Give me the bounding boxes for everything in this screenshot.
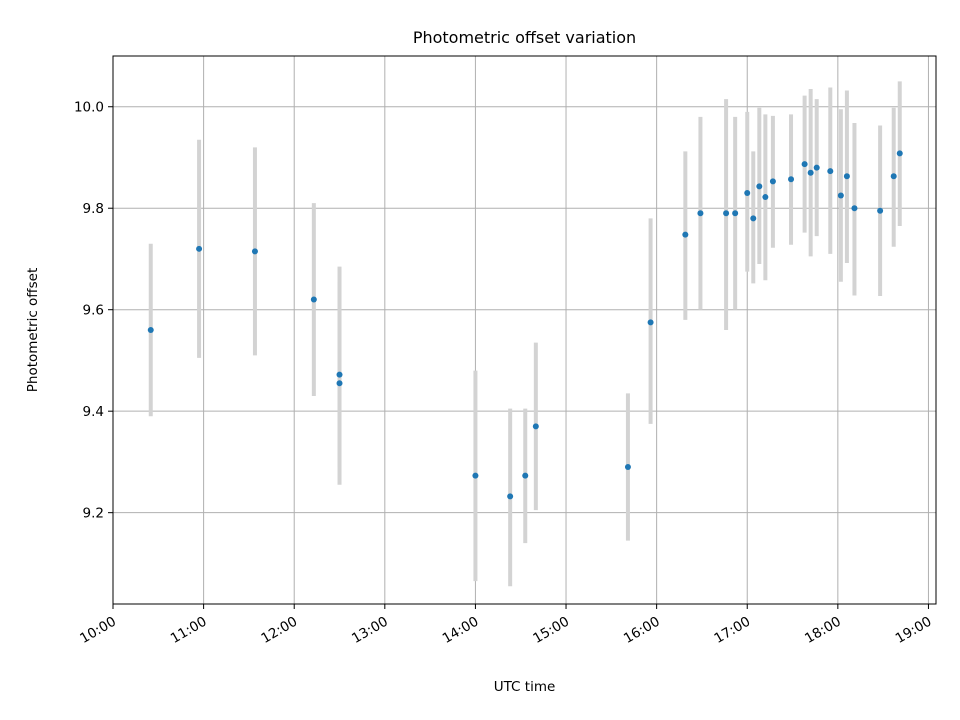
data-point: [807, 169, 814, 176]
data-point: [762, 194, 769, 201]
data-point: [769, 178, 776, 185]
data-point: [788, 176, 795, 183]
data-point: [827, 168, 834, 175]
data-point: [336, 380, 343, 387]
data-point: [310, 296, 317, 303]
data-point: [837, 192, 844, 199]
data-point: [877, 207, 884, 214]
data-point: [251, 248, 258, 255]
data-point: [147, 327, 154, 333]
y-axis-ticks: 9.2 9.4 9.6 9.8 10.0: [74, 100, 113, 522]
data-point: [750, 215, 757, 222]
x-axis-label: UTC time: [494, 679, 556, 695]
data-point: [744, 190, 751, 196]
data-point: [472, 472, 479, 479]
data-point: [851, 205, 858, 212]
data-point: [196, 245, 203, 252]
data-point: [522, 472, 529, 479]
plot-frame: [112, 55, 937, 605]
data-point: [813, 164, 820, 171]
y-tick-label: 9.6: [83, 303, 104, 319]
data-point: [896, 150, 903, 157]
y-axis-label: Photometric offset: [25, 268, 41, 392]
data-point: [843, 173, 850, 180]
data-point: [624, 464, 631, 470]
data-point: [756, 183, 763, 190]
data-point: [507, 493, 514, 500]
chart-title: Photometric offset variation: [413, 28, 636, 47]
y-tick-label: 9.2: [83, 506, 104, 522]
data-point: [890, 173, 897, 180]
data-point: [682, 231, 689, 238]
data-points: [147, 150, 903, 500]
y-tick-label: 9.4: [83, 404, 104, 420]
data-point: [532, 423, 539, 430]
data-point: [336, 371, 343, 378]
y-tick-label: 9.8: [83, 201, 104, 217]
data-point: [647, 319, 654, 326]
data-point: [801, 161, 808, 168]
data-point: [732, 210, 739, 217]
data-point: [697, 210, 704, 217]
y-tick-label: 10.0: [74, 100, 104, 116]
data-point: [723, 210, 730, 217]
